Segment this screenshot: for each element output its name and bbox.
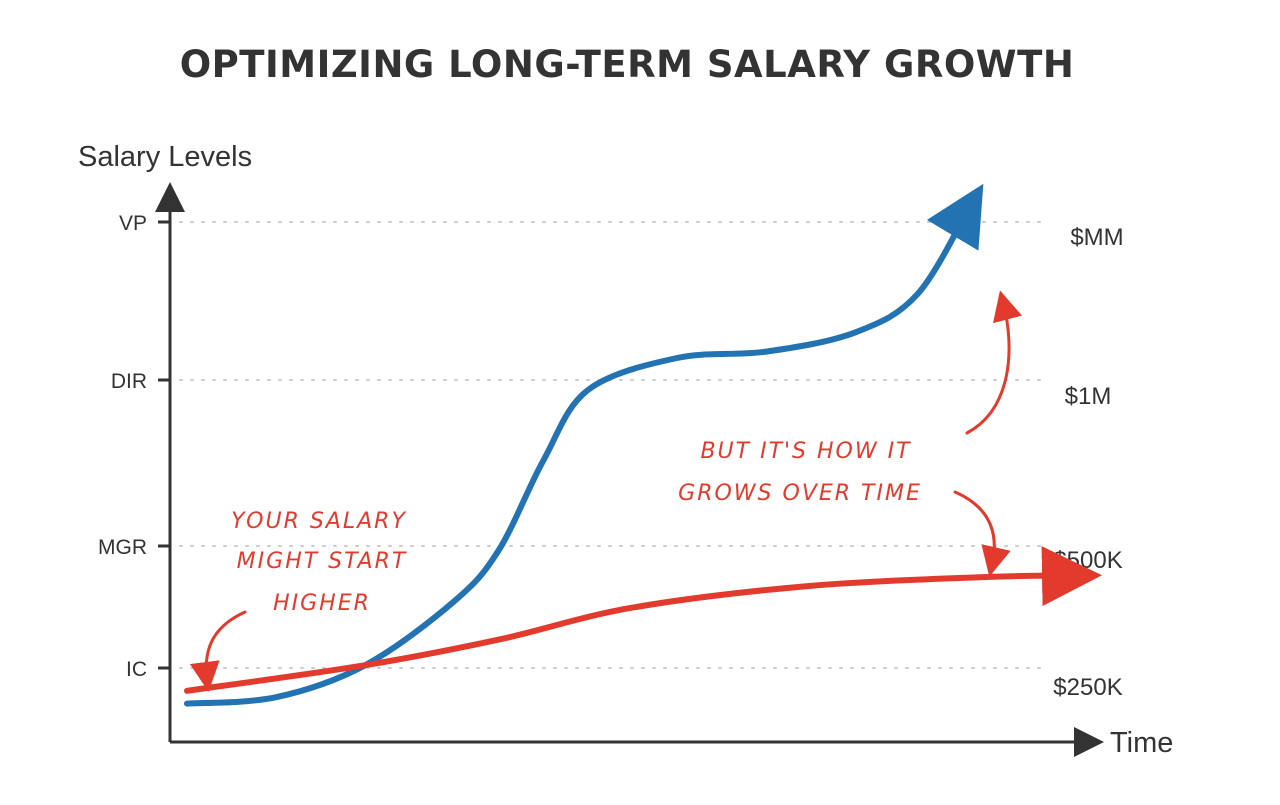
annotation-start-higher: YOUR SALARY xyxy=(231,509,407,534)
chart-title: OPTIMIZING LONG-TERM SALARY GROWTH xyxy=(180,43,1075,86)
y-axis-ticks: IC MGR DIR VP xyxy=(98,212,170,681)
y-tick-label: MGR xyxy=(98,536,147,559)
y-tick-label: VP xyxy=(119,212,147,235)
grid-lines xyxy=(179,221,1046,669)
annotation-arrow-blue xyxy=(965,290,1023,435)
annotation-arrow-start xyxy=(189,610,247,692)
series-group xyxy=(184,183,1102,707)
salary-label: $250K xyxy=(1053,674,1122,701)
annotation-arrow-red xyxy=(953,490,1011,577)
y-tick-label: DIR xyxy=(111,370,147,393)
annotation-growth-over-time: BUT IT'S HOW IT xyxy=(700,439,911,464)
annotations-group: YOUR SALARY MIGHT START HIGHER BUT IT'S HOW… xyxy=(189,290,1023,692)
y-axis-title: Salary Levels xyxy=(78,141,252,173)
red-growth-line xyxy=(184,546,1102,694)
annotation-start-higher: MIGHT START xyxy=(237,549,408,574)
annotation-growth-over-time: GROWS OVER TIME xyxy=(678,481,922,506)
salary-label: $1M xyxy=(1065,383,1112,410)
annotation-start-higher: HIGHER xyxy=(273,591,371,616)
salary-labels: $250K $500K $1M $MM xyxy=(1053,224,1123,701)
x-axis-title: Time xyxy=(1110,727,1173,759)
salary-label: $500K xyxy=(1053,547,1122,574)
y-tick-label: IC xyxy=(126,658,147,681)
salary-label: $MM xyxy=(1070,224,1123,251)
